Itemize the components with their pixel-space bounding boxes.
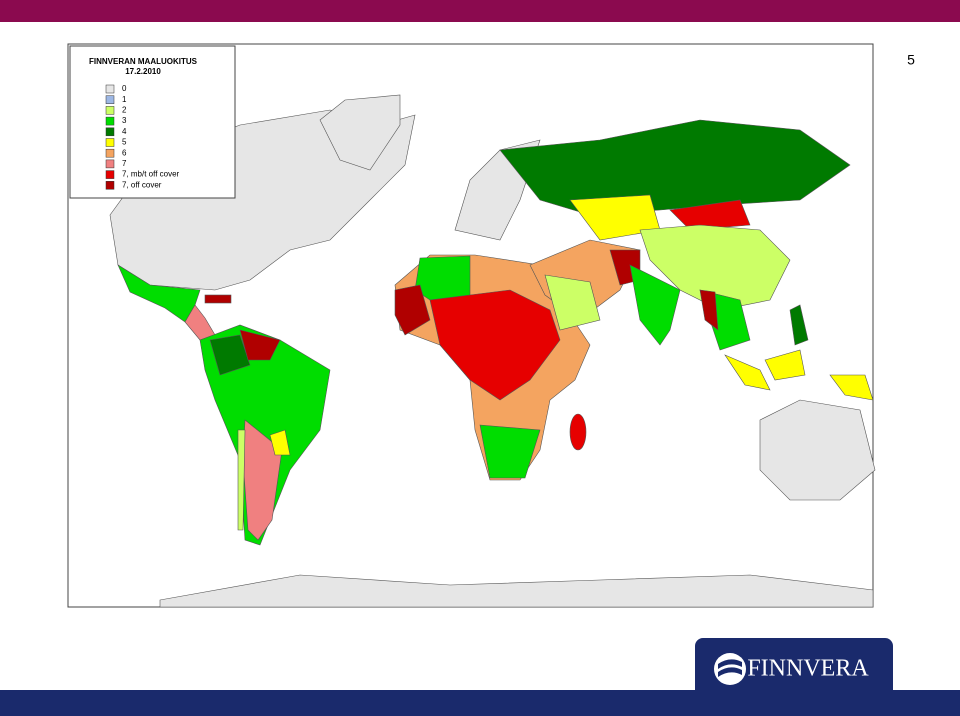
antarctica bbox=[159, 574, 874, 608]
arabia bbox=[544, 274, 601, 331]
legend-swatch bbox=[105, 95, 115, 104]
madagascar bbox=[569, 413, 587, 451]
legend-date: 17.2.2010 bbox=[125, 67, 161, 76]
india bbox=[629, 264, 681, 346]
china bbox=[639, 224, 791, 311]
legend-swatch bbox=[105, 138, 115, 147]
central-africa bbox=[429, 289, 561, 401]
indonesia-east bbox=[764, 349, 806, 381]
philippines bbox=[789, 304, 809, 346]
chile bbox=[237, 429, 246, 531]
top-bar bbox=[0, 0, 960, 22]
logo-text: FINNVERA bbox=[747, 656, 869, 682]
legend-label: 7, off cover bbox=[122, 180, 162, 189]
legend-label: 5 bbox=[122, 138, 127, 147]
page-number: 5 bbox=[907, 52, 915, 68]
logo: FINNVERA bbox=[695, 638, 893, 700]
new-guinea bbox=[829, 374, 874, 401]
west-africa bbox=[394, 284, 431, 336]
myanmar bbox=[699, 289, 719, 331]
legend-label: 6 bbox=[122, 148, 127, 157]
legend-label: 3 bbox=[122, 116, 127, 125]
central-america bbox=[184, 304, 216, 341]
legend-label: 7 bbox=[122, 159, 127, 168]
colombia bbox=[209, 334, 251, 376]
legend-label: 2 bbox=[122, 106, 127, 115]
legend-label: 0 bbox=[122, 84, 127, 93]
legend-swatch bbox=[105, 116, 115, 126]
legend: FINNVERAN MAALUOKITUS 17.2.2010 0 1 23 4 56 7… bbox=[69, 45, 236, 199]
legend-swatch bbox=[105, 148, 115, 158]
russia bbox=[499, 119, 851, 216]
mongolia bbox=[669, 199, 751, 231]
indonesia bbox=[724, 354, 771, 391]
legend-swatch bbox=[105, 106, 115, 115]
legend-swatch bbox=[105, 181, 115, 190]
venezuela bbox=[239, 329, 281, 361]
legend-label: 1 bbox=[122, 95, 127, 104]
paraguay bbox=[269, 429, 291, 456]
legend-swatch bbox=[105, 170, 115, 179]
greenland bbox=[319, 94, 401, 171]
bottom-bar bbox=[0, 690, 960, 716]
south-africa bbox=[479, 424, 541, 479]
australia bbox=[759, 399, 876, 501]
legend-swatch bbox=[105, 159, 115, 169]
north-africa bbox=[414, 255, 471, 301]
map bbox=[67, 43, 876, 608]
logo-box bbox=[695, 638, 893, 700]
legend-swatch bbox=[105, 84, 115, 94]
logo-icon-mark bbox=[718, 659, 742, 677]
legend-box bbox=[69, 45, 236, 199]
legend-label: 4 bbox=[122, 127, 127, 136]
legend-title: FINNVERAN MAALUOKITUS bbox=[89, 57, 198, 66]
caribbean bbox=[204, 294, 232, 304]
legend-label: 7, mb/t off cover bbox=[122, 170, 180, 179]
legend-swatch bbox=[105, 127, 115, 137]
